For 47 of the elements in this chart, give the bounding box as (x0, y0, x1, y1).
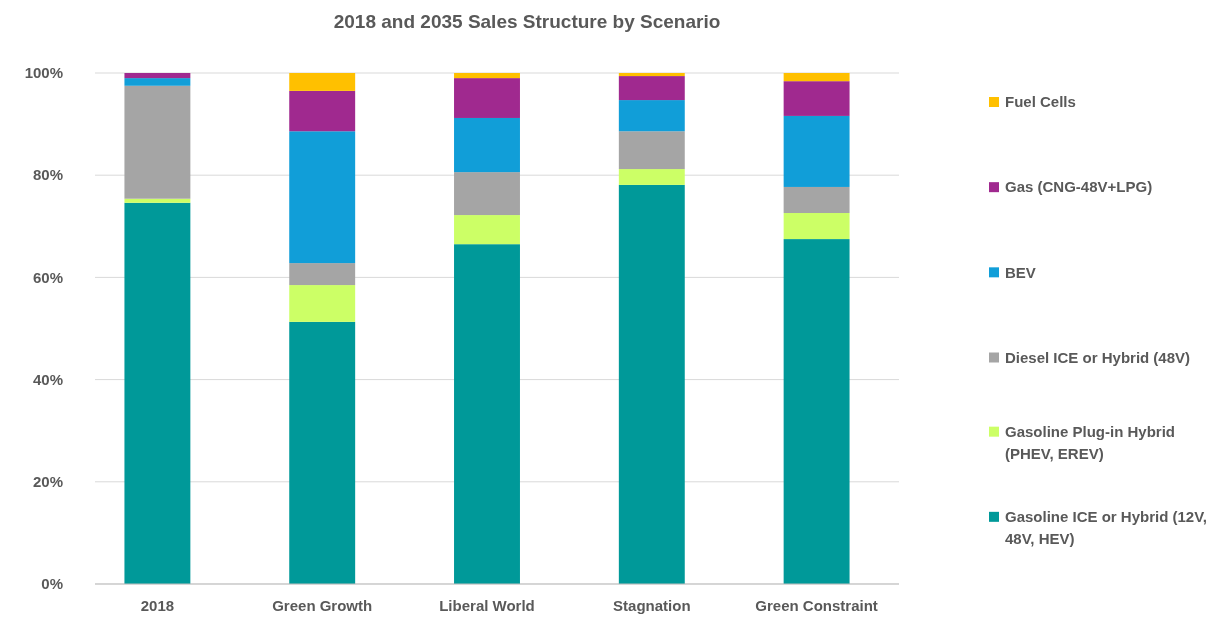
chart-title: 2018 and 2035 Sales Structure by Scenario (333, 11, 721, 32)
bar (289, 263, 356, 286)
bar (124, 85, 191, 199)
bar (618, 100, 685, 132)
y-tick-label: 0% (41, 575, 63, 593)
bar (454, 117, 520, 173)
bar (454, 215, 520, 245)
bar (289, 285, 356, 322)
x-tick-label: Liberal World (439, 597, 535, 614)
legend-label: Diesel ICE or Hybrid (48V) (1005, 348, 1191, 366)
bar (618, 169, 685, 185)
bar (783, 213, 850, 240)
bar (289, 73, 356, 91)
y-tick-label: 60% (32, 268, 63, 286)
y-tick-label: 40% (32, 370, 63, 388)
bar (618, 131, 685, 170)
bar (618, 73, 685, 77)
bar (289, 321, 356, 584)
y-tick-label: 20% (32, 473, 63, 491)
x-tick-label: Green Constraint (755, 597, 878, 614)
x-tick-label: 2018 (140, 597, 175, 614)
x-tick-label: Green Growth (272, 597, 373, 614)
legend-label: Gas (CNG-48V+LPG) (1005, 178, 1153, 196)
y-tick-label: 100% (24, 64, 63, 82)
legend-label: Gasoline ICE or Hybrid (12V, 48V, HEV) (1005, 508, 1208, 548)
y-tick-label: 80% (32, 166, 63, 184)
legend-label: Fuel Cells (1005, 93, 1076, 111)
bar (124, 198, 191, 203)
bar (454, 73, 520, 79)
bar (783, 239, 850, 584)
bar (124, 202, 191, 584)
bar (289, 90, 356, 132)
bar (618, 76, 685, 101)
x-tick-label: Stagnation (613, 597, 691, 614)
bar (783, 81, 850, 116)
legend-label: BEV (1005, 263, 1036, 281)
bar (454, 172, 520, 216)
legend-label: Gasoline Plug-in Hybrid (PHEV, EREV) (1005, 422, 1176, 462)
bar (124, 73, 191, 79)
bar (454, 78, 520, 118)
bar (783, 186, 850, 214)
bar (783, 115, 850, 187)
bar (289, 131, 356, 264)
bar (618, 184, 685, 584)
bar (454, 244, 520, 584)
bar (124, 78, 191, 86)
bar (783, 73, 850, 82)
